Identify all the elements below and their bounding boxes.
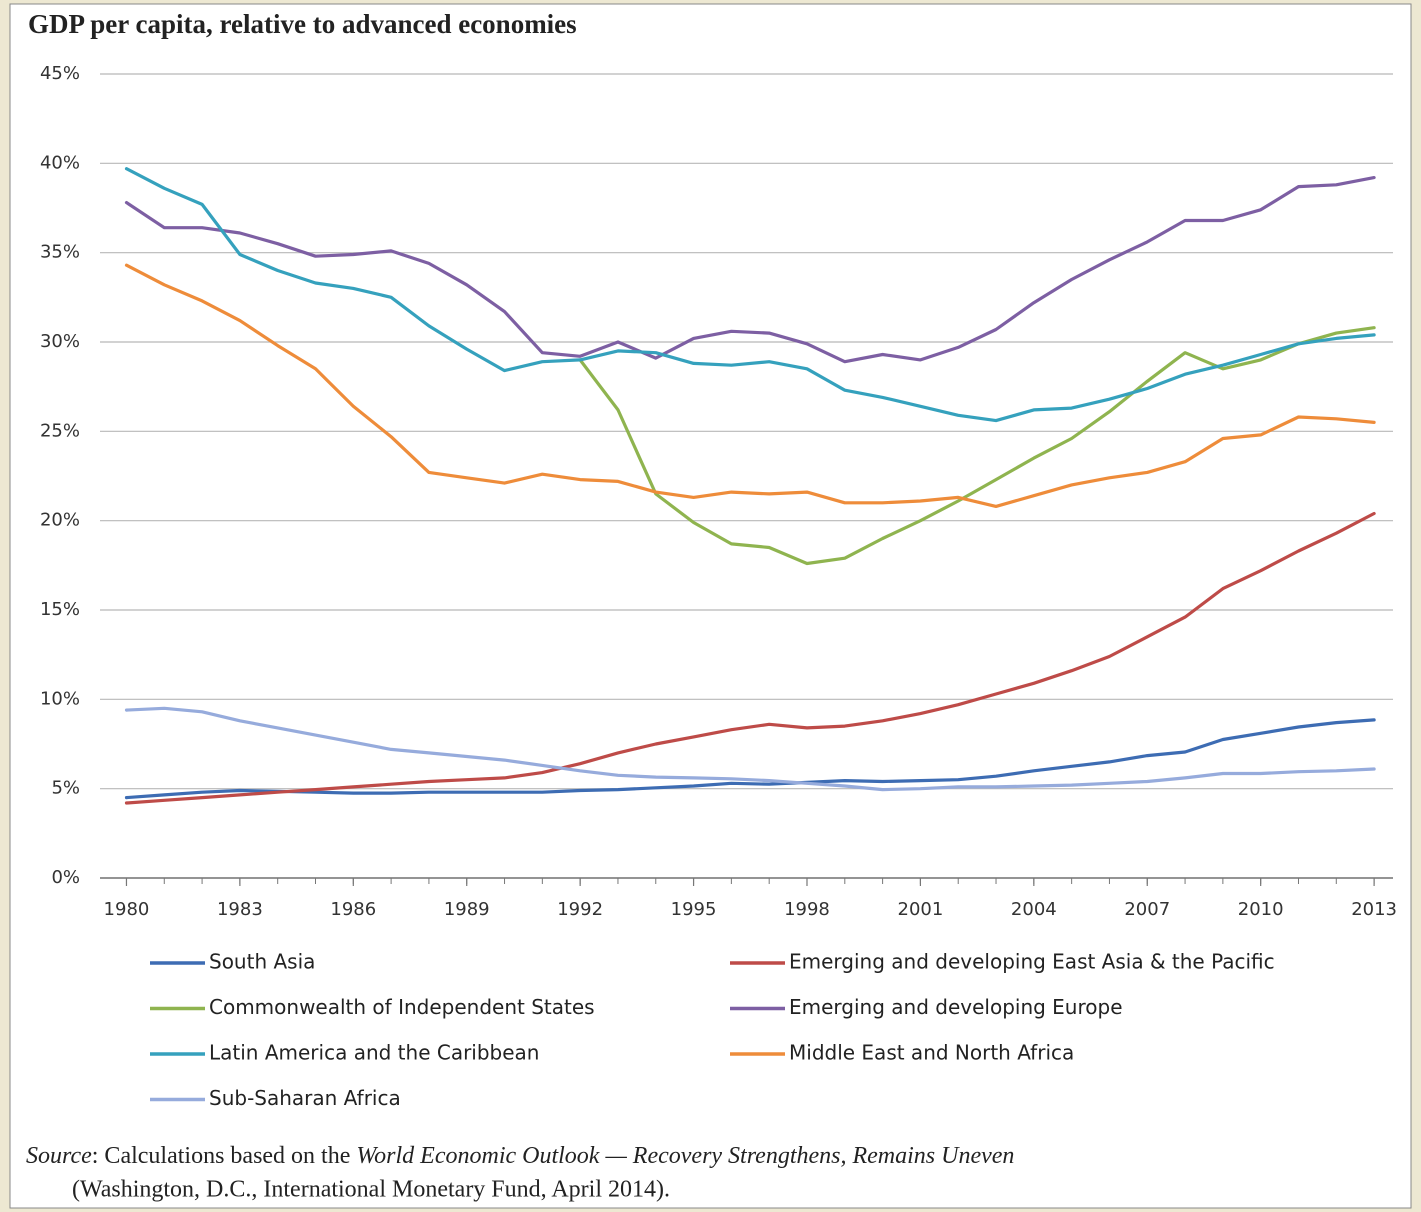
y-tick-label: 25% [40,420,80,441]
x-tick-label: 1992 [557,899,603,920]
series-line [124,511,1376,805]
x-tick-label: 1995 [671,899,717,920]
series-line [578,326,1376,566]
source-rest: (Washington, D.C., International Monetar… [72,1177,670,1203]
series-line [124,167,1376,423]
x-tick-label: 2007 [1124,899,1170,920]
x-tick-label: 1989 [444,899,490,920]
legend-label: Middle East and North Africa [789,1041,1074,1065]
source-text: : Calculations based on the [92,1143,357,1169]
y-tick-label: 30% [40,331,80,352]
legend-label: Commonwealth of Independent States [209,995,595,1019]
series-line [124,263,1376,508]
y-tick-label: 5% [51,778,80,799]
x-tick-label: 2001 [898,899,944,920]
y-tick-label: 20% [40,510,80,531]
x-tick-label: 1998 [784,899,830,920]
y-tick-label: 0% [51,867,80,888]
legend-label: Emerging and developing Europe [789,995,1123,1019]
y-tick-label: 45% [40,63,80,84]
source-label: Source [26,1143,92,1169]
series-line [124,176,1376,364]
series-line [124,706,1376,792]
x-tick-label: 2004 [1011,899,1057,920]
legend-label: Emerging and developing East Asia & the … [789,950,1275,974]
x-tick-label: 2013 [1351,899,1397,920]
x-tick-label: 1983 [217,899,263,920]
x-tick-label: 2010 [1238,899,1284,920]
legend-label: South Asia [209,950,315,974]
x-tick-label: 1986 [330,899,376,920]
series-line [124,718,1376,800]
source-report: World Economic Outlook — Recovery Streng… [356,1143,1014,1169]
y-tick-label: 35% [40,242,80,263]
legend-label: Sub-Saharan Africa [209,1086,401,1110]
chart-frame [9,3,1412,1209]
x-tick-label: 1980 [104,899,150,920]
source-note: Source: Calculations based on the World … [26,1143,1014,1169]
chart-title: GDP per capita, relative to advanced eco… [28,9,577,39]
y-tick-label: 40% [40,152,80,173]
legend-label: Latin America and the Caribbean [209,1041,539,1065]
y-tick-label: 15% [40,599,80,620]
y-tick-label: 10% [40,688,80,709]
